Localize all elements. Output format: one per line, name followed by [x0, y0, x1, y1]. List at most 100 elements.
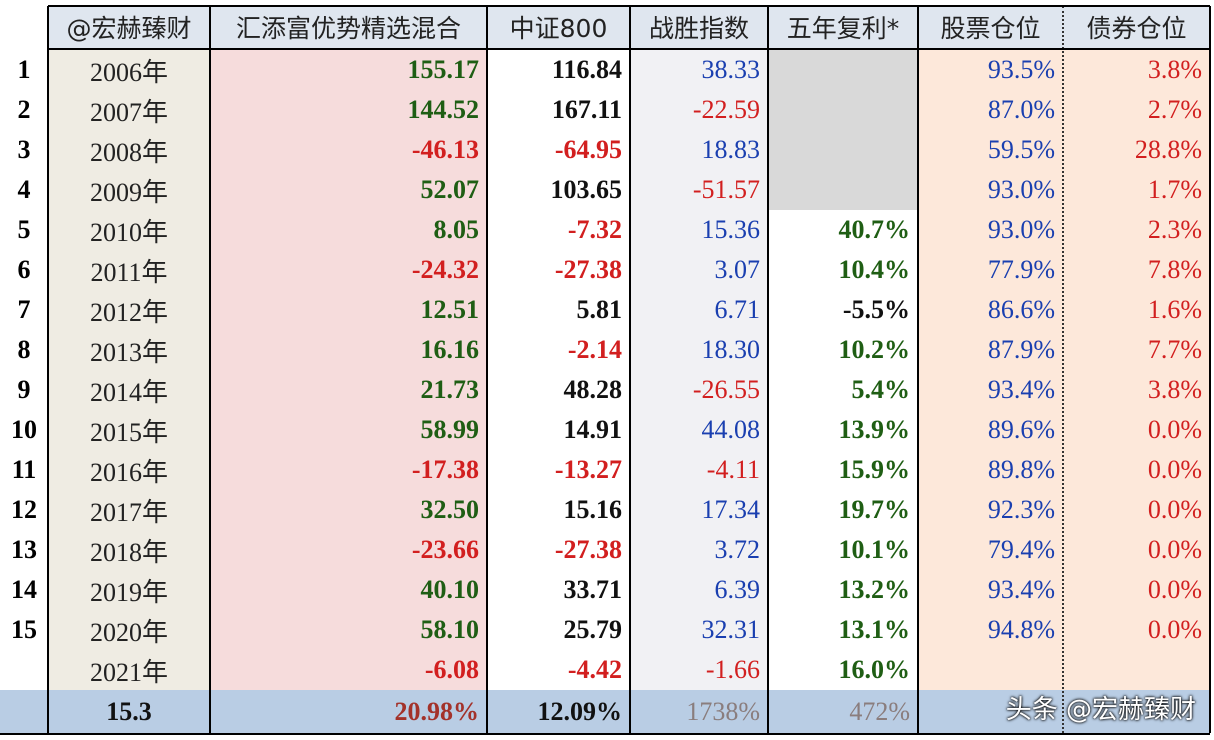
cell: -2.14 [487, 330, 630, 370]
cell: -6.08 [210, 650, 487, 690]
year-cell: 2018年 [48, 530, 210, 570]
cell [768, 50, 918, 90]
cell: 3.8% [1063, 50, 1210, 90]
cell: 5.81 [487, 290, 630, 330]
cell: 19.7% [768, 490, 918, 530]
row-number: 8 [0, 330, 48, 370]
cell: 10.4% [768, 250, 918, 290]
year-cell: 2020年 [48, 610, 210, 650]
cell: 44.08 [630, 410, 768, 450]
column-border [629, 6, 631, 733]
year-cell: 2009年 [48, 170, 210, 210]
column-header: 五年复利* [768, 6, 918, 48]
cell: -13.27 [487, 450, 630, 490]
summary-cell [0, 690, 48, 733]
year-cell: 2011年 [48, 250, 210, 290]
column-border [47, 6, 49, 733]
cell: 87.0% [918, 90, 1063, 130]
cell [768, 130, 918, 170]
cell: 116.84 [487, 50, 630, 90]
row-number: 7 [0, 290, 48, 330]
cell: 93.4% [918, 570, 1063, 610]
cell: 89.8% [918, 450, 1063, 490]
cell: 12.51 [210, 290, 487, 330]
row-border [48, 5, 1210, 7]
cell: 0.0% [1063, 610, 1210, 650]
row-number: 1 [0, 50, 48, 90]
year-cell: 2014年 [48, 370, 210, 410]
cell: -26.55 [630, 370, 768, 410]
column-header: @宏赫臻财 [48, 6, 210, 48]
year-cell: 2008年 [48, 130, 210, 170]
row-border [48, 48, 1210, 50]
cell: 58.99 [210, 410, 487, 450]
cell: 0.0% [1063, 450, 1210, 490]
cell: 40.10 [210, 570, 487, 610]
cell: -64.95 [487, 130, 630, 170]
row-number: 14 [0, 570, 48, 610]
cell: 5.4% [768, 370, 918, 410]
summary-cell: 12.09% [487, 690, 630, 733]
cell: 89.6% [918, 410, 1063, 450]
year-cell: 2012年 [48, 290, 210, 330]
column-border [486, 6, 488, 733]
cell: 0.0% [1063, 410, 1210, 450]
cell: -7.32 [487, 210, 630, 250]
column-header: 战胜指数 [630, 6, 768, 48]
cell: 28.8% [1063, 130, 1210, 170]
cell: 87.9% [918, 330, 1063, 370]
cell: 18.30 [630, 330, 768, 370]
cell: -1.66 [630, 650, 768, 690]
cell: -24.32 [210, 250, 487, 290]
year-cell: 2007年 [48, 90, 210, 130]
year-cell: 2006年 [48, 50, 210, 90]
cell: 6.39 [630, 570, 768, 610]
year-cell: 2019年 [48, 570, 210, 610]
cell: -22.59 [630, 90, 768, 130]
cell: 6.71 [630, 290, 768, 330]
cell: 33.71 [487, 570, 630, 610]
cell: 0.0% [1063, 530, 1210, 570]
summary-cell: 472% [768, 690, 918, 733]
year-cell: 2010年 [48, 210, 210, 250]
row-number: 11 [0, 450, 48, 490]
row-number: 9 [0, 370, 48, 410]
cell: 3.72 [630, 530, 768, 570]
cell: 93.5% [918, 50, 1063, 90]
cell: 93.0% [918, 170, 1063, 210]
cell: 92.3% [918, 490, 1063, 530]
summary-cell: 20.98% [210, 690, 487, 733]
summary-cell: 1738% [630, 690, 768, 733]
cell [768, 90, 918, 130]
cell: 10.1% [768, 530, 918, 570]
cell: 14.91 [487, 410, 630, 450]
cell: 1.7% [1063, 170, 1210, 210]
cell: -23.66 [210, 530, 487, 570]
column-border [1062, 6, 1064, 733]
cell: 144.52 [210, 90, 487, 130]
cell: 10.2% [768, 330, 918, 370]
cell: -27.38 [487, 250, 630, 290]
column-header: 债券仓位 [1063, 6, 1210, 48]
cell: 103.65 [487, 170, 630, 210]
cell: 3.07 [630, 250, 768, 290]
cell: -4.42 [487, 650, 630, 690]
cell: -51.57 [630, 170, 768, 210]
cell: 155.17 [210, 50, 487, 90]
row-number: 3 [0, 130, 48, 170]
cell: 93.0% [918, 210, 1063, 250]
cell: 52.07 [210, 170, 487, 210]
cell: 15.16 [487, 490, 630, 530]
cell: 17.34 [630, 490, 768, 530]
row-number: 10 [0, 410, 48, 450]
summary-cell: 15.3 [48, 690, 210, 733]
watermark: 头条 @宏赫臻财 [1005, 695, 1196, 725]
year-cell: 2021年 [48, 650, 210, 690]
cell: 7.8% [1063, 250, 1210, 290]
cell: -4.11 [630, 450, 768, 490]
cell: 94.8% [918, 610, 1063, 650]
summary-cell [918, 690, 1210, 733]
cell: 15.36 [630, 210, 768, 250]
row-number [0, 650, 48, 690]
